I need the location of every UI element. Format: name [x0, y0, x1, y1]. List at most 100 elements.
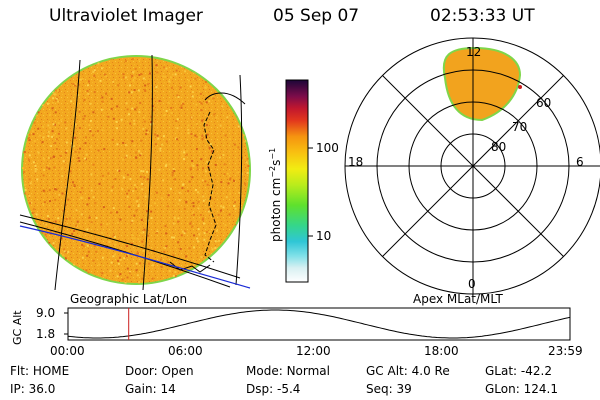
- disk-speckle: [124, 156, 127, 159]
- disk-speckle: [164, 164, 167, 167]
- disk-speckle: [198, 101, 201, 103]
- disk-speckle: [210, 151, 213, 154]
- disk-speckle: [239, 261, 242, 263]
- disk-speckle: [168, 163, 171, 166]
- disk-speckle: [243, 74, 246, 77]
- disk-speckle: [246, 116, 249, 119]
- disk-speckle: [165, 67, 168, 70]
- disk-speckle: [66, 150, 69, 153]
- disk-speckle: [227, 182, 230, 185]
- disk-speckle: [246, 204, 249, 207]
- disk-speckle: [125, 102, 128, 105]
- disk-speckle: [55, 138, 58, 141]
- disk-speckle: [205, 101, 208, 104]
- disk-speckle: [32, 208, 35, 211]
- disk-speckle: [220, 205, 223, 208]
- disk-speckle: [54, 220, 57, 223]
- disk-speckle: [122, 76, 125, 79]
- disk-speckle: [25, 236, 28, 239]
- meridian-line: [142, 54, 153, 290]
- disk-speckle: [235, 249, 238, 252]
- disk-speckle: [105, 92, 108, 95]
- disk-speckle: [136, 274, 139, 277]
- disk-speckle: [46, 70, 49, 73]
- disk-speckle: [226, 172, 229, 175]
- disk-speckle: [36, 251, 39, 254]
- disk-speckle: [249, 89, 250, 92]
- disk-speckle: [58, 274, 60, 277]
- disk-speckle: [206, 133, 209, 136]
- disk-speckle: [90, 221, 93, 224]
- disk-speckle: [60, 56, 63, 59]
- disk-speckle: [135, 157, 138, 159]
- disk-speckle: [123, 257, 126, 260]
- disk-speckle: [28, 133, 31, 136]
- disk-speckle: [199, 70, 202, 72]
- disk-speckle: [42, 189, 45, 192]
- disk-speckle: [197, 191, 199, 194]
- disk-speckle: [133, 77, 136, 79]
- disk-speckle: [239, 243, 242, 246]
- info-gain: Gain: 14: [125, 382, 176, 396]
- disk-speckle: [150, 210, 153, 213]
- latitude-line: [19, 221, 231, 288]
- disk-speckle: [244, 96, 247, 99]
- disk-speckle: [142, 231, 145, 234]
- disk-speckle: [187, 124, 190, 127]
- disk-speckle: [156, 134, 159, 137]
- disk-speckle: [200, 256, 203, 259]
- disk-speckle: [73, 131, 76, 134]
- disk-speckle: [121, 180, 124, 183]
- disk-speckle: [150, 115, 152, 118]
- disk-speckle: [140, 219, 143, 221]
- disk-speckle: [40, 267, 43, 270]
- disk-speckle: [129, 156, 131, 159]
- disk-speckle: [193, 246, 195, 249]
- disk-speckle: [37, 151, 40, 154]
- disk-speckle: [178, 199, 181, 202]
- disk-speckle: [62, 254, 65, 257]
- disk-speckle: [187, 128, 190, 131]
- disk-speckle: [197, 207, 200, 210]
- latitude-line: [19, 214, 241, 279]
- disk-speckle: [165, 110, 168, 112]
- disk-speckle: [206, 140, 209, 143]
- disk-speckle: [85, 153, 88, 156]
- disk-speckle: [194, 134, 197, 137]
- disk-speckle: [160, 197, 163, 200]
- disk-speckle: [74, 84, 76, 87]
- disk-speckle: [192, 205, 195, 208]
- disk-speckle: [24, 235, 27, 238]
- disk-speckle: [169, 187, 172, 190]
- disk-speckle: [122, 176, 125, 179]
- disk-speckle: [181, 187, 184, 190]
- disk-speckle: [197, 200, 200, 203]
- disk-speckle: [29, 182, 32, 185]
- disk-speckle: [115, 120, 118, 123]
- disk-speckle: [237, 171, 240, 174]
- coastline: [203, 111, 217, 263]
- disk-speckle: [203, 238, 206, 241]
- disk-speckle: [57, 132, 60, 135]
- disk-speckle: [165, 245, 168, 248]
- disk-speckle: [70, 100, 73, 103]
- disk-speckle: [78, 110, 81, 113]
- disk-speckle: [64, 257, 67, 260]
- disk-speckle: [219, 209, 222, 212]
- disk-speckle: [53, 227, 56, 230]
- disk-speckle: [56, 96, 59, 99]
- disk-speckle: [79, 78, 82, 81]
- disk-speckle: [201, 134, 204, 137]
- disk-speckle: [205, 86, 208, 89]
- disk-speckle: [30, 99, 33, 102]
- disk-speckle: [164, 225, 167, 228]
- disk-speckle: [214, 69, 216, 72]
- disk-speckle: [196, 168, 199, 171]
- disk-speckle: [203, 121, 206, 124]
- disk-speckle: [139, 262, 142, 265]
- time-label: 02:53:33 UT: [430, 6, 535, 26]
- disk-speckle: [39, 256, 42, 259]
- disk-speckle: [89, 102, 92, 105]
- disk-speckle: [74, 82, 77, 85]
